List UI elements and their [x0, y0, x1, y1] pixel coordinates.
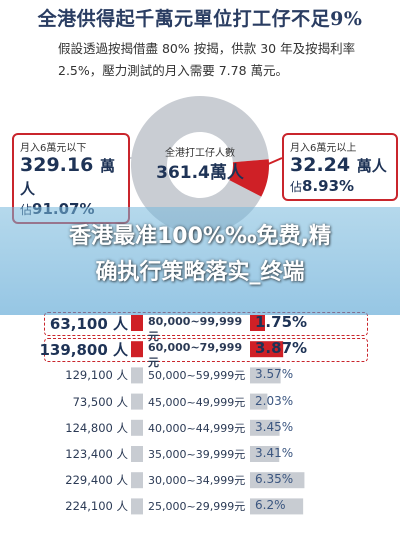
bar	[250, 341, 284, 358]
donut-slice-below-60k	[131, 95, 269, 235]
income-range: 30,000~34,999元	[148, 474, 246, 488]
overlay-banner	[0, 207, 400, 315]
right-callout-value: 32.24	[290, 154, 351, 176]
people-marker	[131, 367, 143, 384]
people-count: 129,100 人	[65, 368, 128, 383]
people-marker	[131, 341, 143, 358]
income-range: 50,000~59,999元	[148, 369, 246, 383]
share-label: 3.57%	[255, 367, 294, 382]
chart-title: 全港供得起千萬元單位打工仔不足9%	[37, 8, 363, 30]
people-marker	[131, 393, 143, 410]
banner-line-2: 确执行策略落实_终端	[95, 260, 305, 285]
share-label: 3.45%	[255, 419, 294, 434]
people-marker	[131, 446, 143, 462]
people-marker	[131, 315, 143, 331]
people-marker	[131, 419, 143, 436]
people-count: 139,800 人	[39, 341, 128, 360]
bar	[250, 419, 280, 436]
right-callout: 月入6萬元以上 32.24 萬人 佔8.93%	[282, 133, 398, 201]
share-label: 3.41%	[255, 446, 294, 460]
income-range: 25,000~29,999元	[148, 500, 246, 514]
intro-text: 假設透過按揭借盡 80% 按揭，供款 30 年及按揭利率 2.5%，壓力測試的月…	[58, 38, 368, 82]
right-callout-label: 月入6萬元以上	[290, 143, 357, 154]
people-count: 73,500 人	[72, 394, 128, 409]
income-range: 40,000~44,999元	[148, 421, 246, 435]
share-label: 6.2%	[255, 498, 286, 513]
bar	[250, 446, 280, 462]
donut-center-value: 361.4萬人	[156, 162, 245, 183]
bar	[250, 472, 305, 489]
income-range: 60,000~79,999元	[148, 341, 243, 370]
donut-slice-above-60k	[229, 159, 270, 197]
people-count: 229,400 人	[65, 473, 128, 488]
right-callout-share-prefix: 佔	[290, 180, 303, 194]
people-count: 124,800 人	[65, 420, 128, 435]
donut-center-label: 全港打工仔人數	[165, 146, 235, 159]
banner-line-1: 香港最准100%‰免费,精	[68, 224, 331, 249]
people-count: 123,400 人	[65, 447, 128, 461]
people-count: 224,100 人	[65, 499, 128, 514]
donut-hole	[168, 133, 232, 197]
bar	[250, 498, 304, 515]
left-callout-value: 329.16	[20, 154, 94, 176]
share-label: 1.75%	[255, 313, 308, 331]
bar	[250, 393, 268, 410]
right-callout-share: 8.93%	[302, 177, 355, 195]
people-marker	[131, 472, 143, 489]
overlay-banner-text: 香港最准100%‰免费,精 确执行策略落实_终端	[0, 219, 400, 291]
share-label: 6.35%	[255, 472, 294, 487]
income-range: 80,000~99,999元	[148, 315, 243, 343]
share-label: 3.87%	[255, 339, 308, 358]
bar	[250, 315, 265, 331]
income-range: 35,000~39,999元	[148, 448, 246, 461]
bar	[250, 367, 281, 384]
income-range: 45,000~49,999元	[148, 395, 246, 409]
intro-line-1: 假設透過按揭借盡 80% 按揭，供款 30 年及按揭利率	[58, 41, 356, 56]
people-count: 63,100 人	[49, 315, 128, 333]
right-callout-unit: 萬人	[356, 157, 387, 175]
left-callout-label: 月入6萬元以下	[20, 143, 87, 154]
share-label: 2.03%	[255, 393, 294, 408]
highlight-box	[44, 338, 368, 363]
intro-line-2: 2.5%，壓力測試的月入需要 7.78 萬元。	[58, 63, 289, 78]
left-callout-unit: 萬人	[20, 157, 115, 198]
people-marker	[131, 498, 143, 515]
